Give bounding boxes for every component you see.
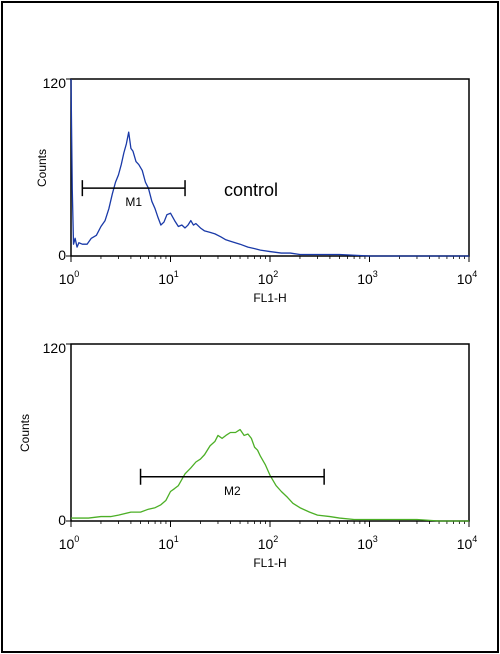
plot-area-frame <box>70 78 470 257</box>
y-tick-label-max: 120 <box>43 75 67 91</box>
x-axis-label: FL1-H <box>253 556 286 570</box>
x-tick-label: 101 <box>158 534 179 552</box>
gate-m1-marker: M1 <box>81 180 186 209</box>
plot-area-frame <box>70 343 470 522</box>
x-tick-label: 102 <box>258 534 279 552</box>
x-tick-label: 100 <box>59 269 80 287</box>
x-axis-ticks: 100 101 102 103 104 <box>59 256 478 287</box>
x-tick-label: 100 <box>59 534 80 552</box>
x-tick-label: 104 <box>457 534 478 552</box>
gate-m2-marker: M2 <box>139 468 325 498</box>
gate-label: M1 <box>125 195 142 209</box>
y-axis-label: Counts <box>35 149 49 187</box>
control-annotation: control <box>224 180 278 200</box>
y-tick-label-zero: 0 <box>58 512 66 528</box>
x-tick-label: 104 <box>457 269 478 287</box>
x-tick-label: 101 <box>158 269 179 287</box>
x-tick-label: 103 <box>357 534 378 552</box>
y-axis-label: Counts <box>18 414 32 452</box>
sample-histogram-panel: Counts 120 0 FL1-H 100 101 102 103 104 M2 <box>18 340 477 570</box>
control-histogram-line <box>70 78 469 257</box>
sample-histogram-line <box>71 428 469 522</box>
y-tick-label-zero: 0 <box>58 247 66 263</box>
x-tick-label: 102 <box>258 269 279 287</box>
gate-label: M2 <box>224 484 241 498</box>
control-histogram-panel: Counts 120 0 FL1-H 100 101 102 103 104 M1 co… <box>35 75 477 305</box>
y-tick-label-max: 120 <box>43 340 67 356</box>
x-axis-ticks: 100 101 102 103 104 <box>59 521 478 552</box>
x-tick-label: 103 <box>357 269 378 287</box>
x-axis-label: FL1-H <box>253 291 286 305</box>
